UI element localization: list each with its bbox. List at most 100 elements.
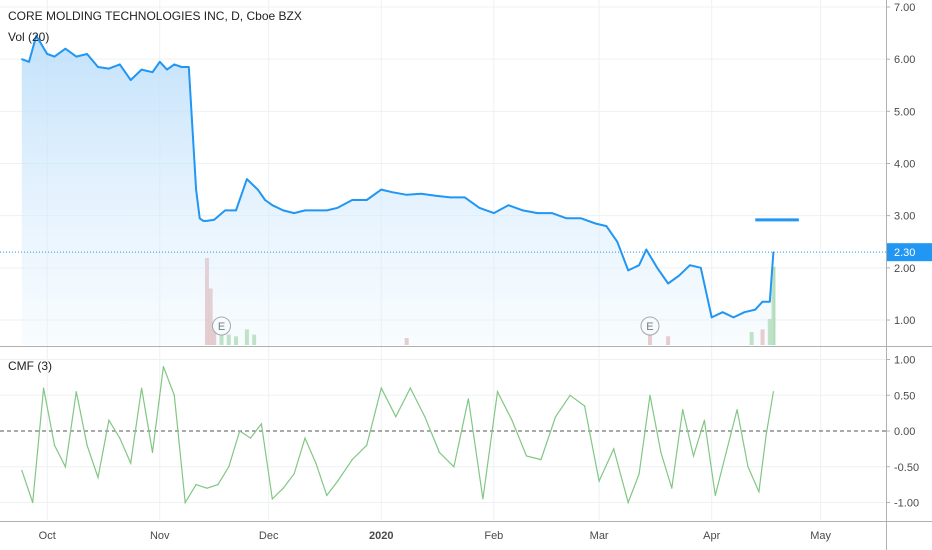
price-point: [282, 209, 285, 212]
price-point: [336, 207, 339, 209]
price-point: [151, 71, 154, 74]
cmf-point: [424, 416, 426, 418]
cmf-point: [380, 387, 382, 389]
price-point: [551, 212, 553, 214]
cmf-point: [75, 391, 77, 393]
price-series: [0, 34, 886, 345]
price-point: [769, 300, 771, 303]
cmf-point: [366, 444, 368, 446]
price-point: [605, 225, 608, 227]
cmf-point: [627, 501, 629, 504]
price-point: [478, 207, 481, 209]
price-point: [166, 68, 168, 71]
cmf-point: [765, 433, 767, 436]
price-point: [264, 199, 266, 201]
price-point: [206, 220, 208, 222]
price-point: [173, 63, 176, 66]
cmf-point: [714, 494, 716, 496]
price-point: [53, 55, 56, 58]
cmf-point: [217, 484, 219, 486]
price-point: [522, 209, 524, 212]
price-point: [351, 199, 354, 201]
cmf-point: [141, 387, 143, 389]
price-point: [645, 248, 648, 251]
cmf-point: [108, 419, 110, 421]
price-line: [21, 34, 775, 319]
cmf-point: [747, 466, 749, 468]
cmf-point: [496, 391, 499, 393]
cmf-point: [584, 405, 586, 407]
cmf-y-tick-label: -1.00: [894, 498, 919, 510]
cmf-line: [21, 366, 774, 505]
price-y-tick-label: 7.00: [894, 2, 915, 14]
cmf-point: [692, 455, 695, 457]
x-tick-label: Apr: [703, 530, 720, 542]
cmf-point: [239, 430, 241, 432]
price-point: [315, 209, 317, 212]
price-point: [616, 240, 619, 243]
cmf-point: [282, 487, 284, 489]
cmf-point: [304, 437, 306, 439]
cmf-indicator-label: CMF (3): [8, 359, 52, 373]
price-point: [188, 66, 190, 68]
price-point: [627, 269, 629, 272]
cmf-point: [671, 487, 673, 489]
cmf-point: [772, 391, 775, 393]
price-point: [710, 316, 713, 319]
cmf-point: [293, 473, 295, 475]
price-point: [35, 34, 38, 37]
cmf-point: [725, 451, 727, 454]
price-y-tick-label: 1.00: [894, 315, 915, 327]
price-point: [405, 194, 408, 196]
cmf-point: [337, 480, 339, 482]
price-point: [224, 209, 226, 212]
x-tick-label: 2020: [369, 530, 393, 542]
price-point: [743, 311, 746, 313]
price-y-tick-label: 5.00: [894, 106, 915, 118]
cmf-point: [649, 394, 651, 396]
price-point: [678, 274, 680, 277]
cmf-point: [326, 494, 328, 496]
price-point: [594, 222, 597, 225]
cmf-point: [453, 466, 455, 468]
volume-bar: [771, 266, 776, 345]
x-tick-label: Nov: [150, 530, 170, 542]
cmf-point: [64, 466, 66, 468]
price-point: [449, 196, 452, 199]
price-point: [213, 219, 216, 221]
price-point: [202, 220, 205, 222]
price-point: [180, 66, 183, 68]
price-y-tick-label: 2.00: [894, 263, 915, 275]
cmf-point: [195, 484, 197, 486]
cmf-point: [130, 462, 132, 464]
cmf-y-tick-label: -0.50: [894, 462, 919, 474]
chart-title: CORE MOLDING TECHNOLOGIES INC, D, Cboe B…: [8, 9, 302, 23]
price-point: [271, 204, 274, 207]
price-point: [380, 188, 383, 191]
price-point: [198, 217, 201, 220]
price-point: [638, 264, 640, 267]
cmf-point: [32, 501, 34, 504]
price-point: [772, 251, 775, 253]
price-point: [46, 53, 49, 55]
price-point: [721, 311, 724, 313]
cmf-point: [271, 498, 273, 500]
cmf-point: [703, 419, 706, 421]
price-point: [326, 209, 328, 212]
cmf-point: [569, 394, 571, 396]
cmf-point: [162, 366, 165, 368]
price-y-tick-label: 3.00: [894, 211, 915, 223]
price-point: [119, 63, 121, 66]
cmf-point: [736, 408, 738, 411]
price-point: [75, 55, 78, 58]
cmf-point: [660, 451, 662, 454]
cmf-point: [638, 473, 640, 475]
cmf-point: [525, 455, 528, 457]
price-point: [86, 53, 88, 55]
cmf-point: [53, 444, 56, 446]
price-point: [235, 209, 237, 212]
price-area: [21, 35, 774, 345]
cmf-point: [249, 437, 252, 439]
cmf-point: [173, 394, 175, 396]
